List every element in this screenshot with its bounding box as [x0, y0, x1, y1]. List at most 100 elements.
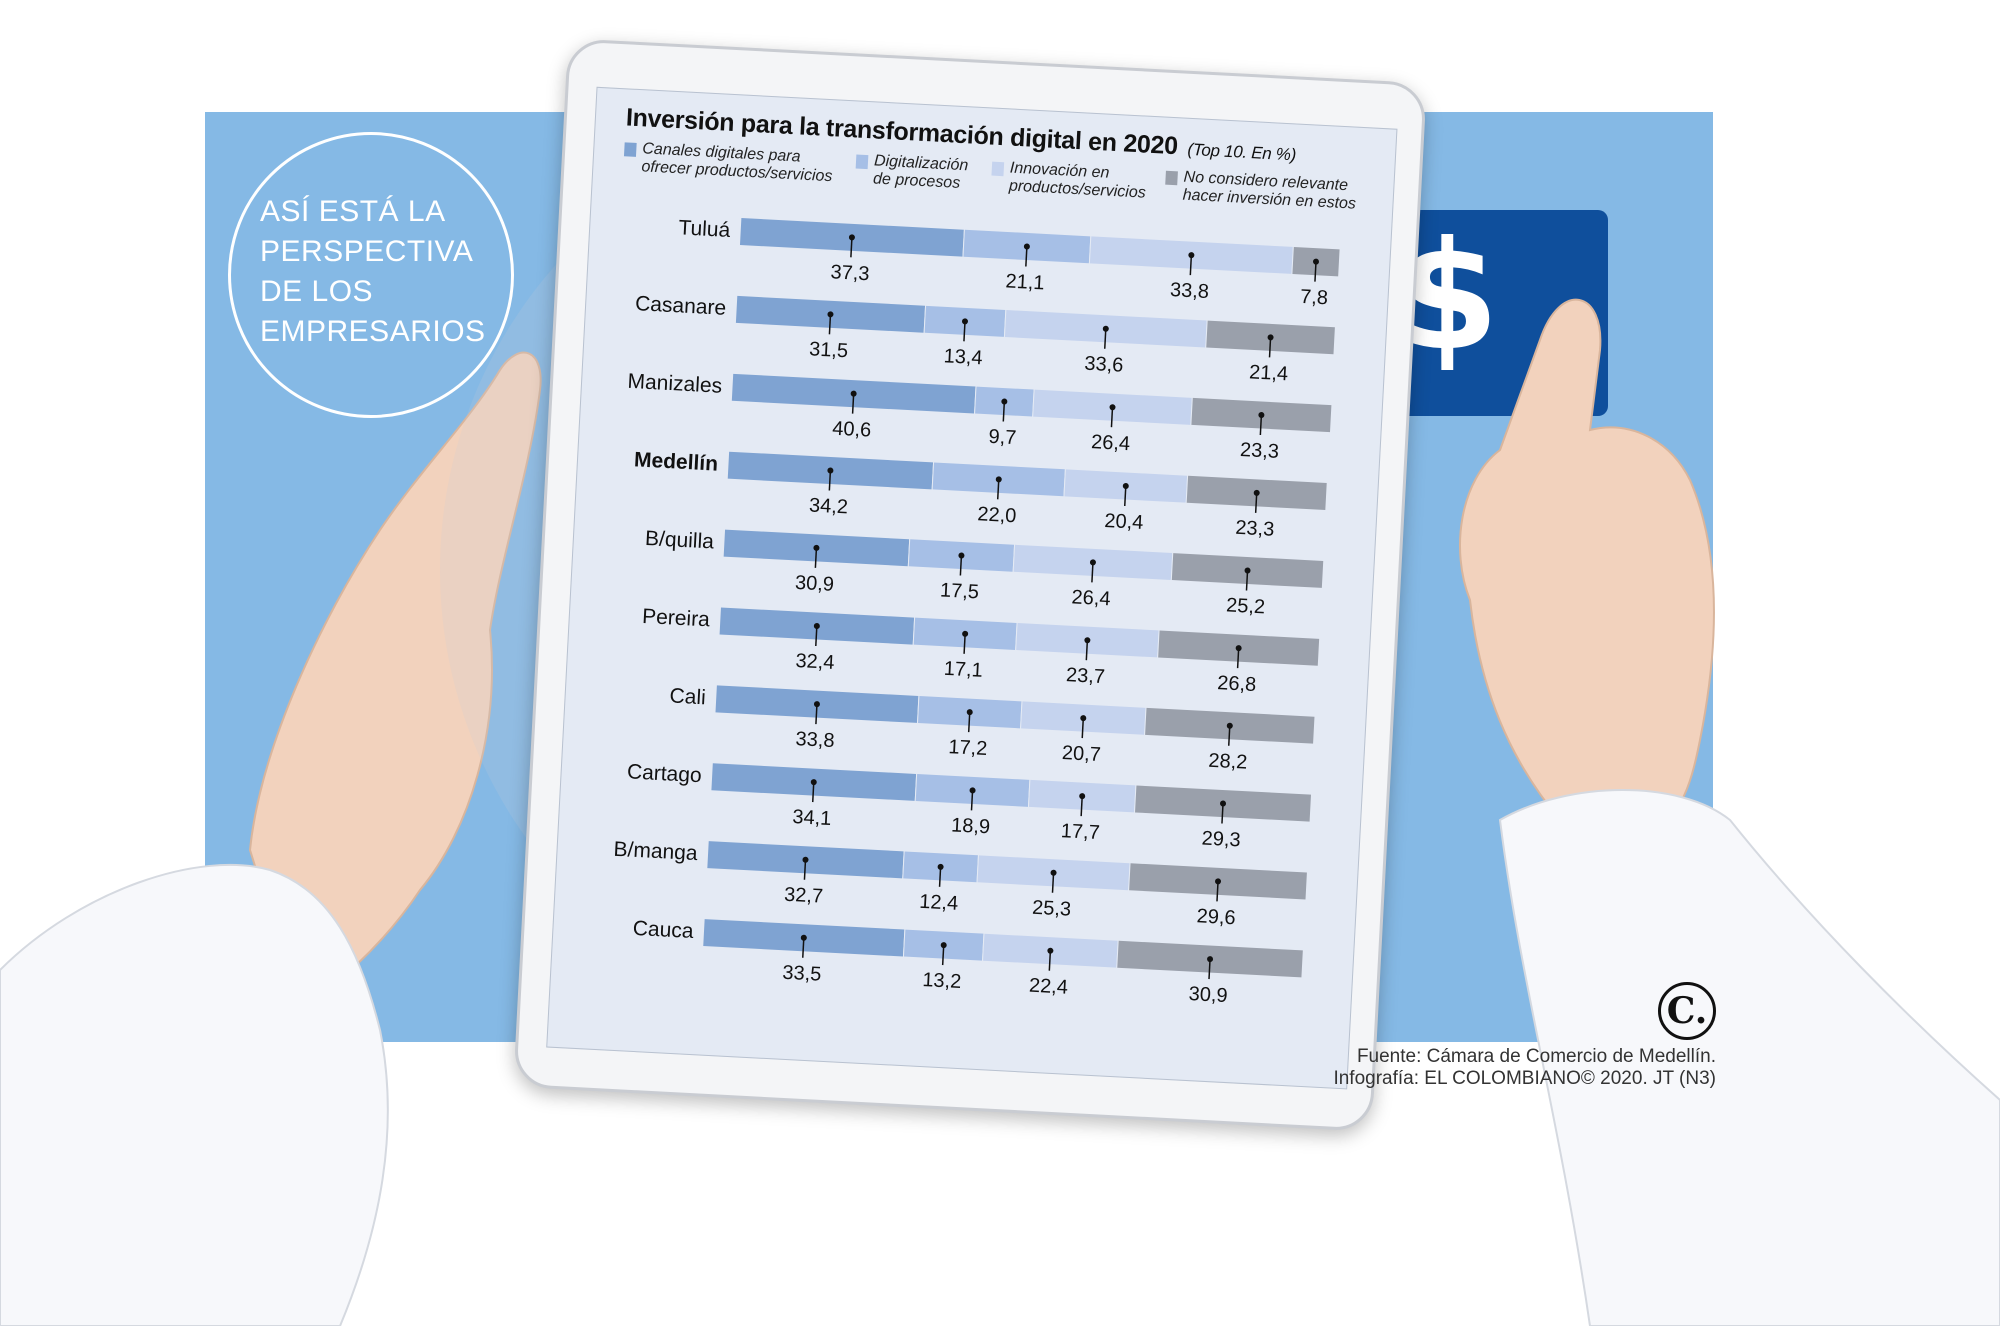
value-label: 29,3 [1201, 827, 1241, 851]
value-pointer [963, 633, 966, 654]
value-pointer-dot [827, 311, 834, 318]
value-pointer-dot [1084, 637, 1091, 644]
value-pointer [1189, 255, 1193, 276]
value-pointer [814, 547, 818, 568]
legend-swatch-canales [623, 142, 637, 157]
value-pointer [1268, 337, 1272, 358]
value-label: 33,8 [795, 728, 835, 752]
right-hand-illustration [1459, 298, 2000, 1326]
tablet-frame: Tuluá 37,3 21,1 33,8 7,8 Casanare 31,5 13,4 33,6… [513, 38, 1427, 1132]
value-pointer-dot [961, 318, 968, 325]
source-credit: Fuente: Cámara de Comercio de Medellín. … [1333, 1046, 1716, 1090]
value-pointer [851, 393, 855, 414]
value-label: 32,7 [784, 884, 824, 908]
value-pointer [959, 555, 963, 576]
badge-line: EMPRESARIOS [260, 315, 486, 348]
value-pointer-dot [1244, 567, 1251, 574]
value-label: 18,9 [951, 814, 991, 838]
value-label: 33,8 [1169, 279, 1209, 303]
value-pointer-dot [940, 942, 947, 949]
value-pointer [811, 782, 815, 803]
value-pointer-dot [1312, 258, 1319, 265]
value-pointer-dot [966, 709, 973, 716]
value-pointer [1123, 485, 1127, 507]
badge-line: PERSPECTIVA [260, 235, 474, 268]
value-pointer [1314, 261, 1317, 282]
value-pointer [941, 945, 945, 966]
value-label: 7,8 [1300, 286, 1329, 309]
value-pointer-dot [813, 701, 820, 708]
value-pointer-dot [1109, 404, 1116, 411]
value-label: 33,6 [1084, 353, 1124, 377]
category-label: Casanare [635, 292, 727, 320]
value-pointer [1259, 414, 1263, 436]
value-pointer-dot [850, 390, 857, 397]
value-label: 31,5 [809, 338, 849, 362]
value-pointer-dot [962, 630, 969, 637]
value-label: 20,7 [1061, 742, 1101, 766]
value-label: 20,4 [1104, 510, 1144, 534]
value-pointer [850, 237, 853, 258]
legend-swatch-no-relevante [1165, 170, 1178, 186]
legend-label-digitalizacion: Digitalización de procesos [872, 152, 969, 192]
left-hand-illustration [0, 351, 542, 1326]
value-label: 22,4 [1028, 975, 1068, 999]
value-pointer-dot [813, 623, 820, 630]
value-label: 28,2 [1208, 750, 1248, 774]
value-pointer-dot [1267, 334, 1274, 341]
value-pointer-dot [995, 476, 1002, 483]
value-label: 25,3 [1032, 897, 1072, 921]
value-pointer-dot [1235, 645, 1242, 652]
value-pointer [1080, 796, 1083, 817]
value-pointer-dot [1001, 398, 1008, 405]
value-pointer-dot [1050, 869, 1057, 876]
legend-swatch-innovacion [991, 161, 1005, 177]
value-pointer [1245, 570, 1249, 591]
value-pointer-dot [827, 467, 834, 474]
value-pointer [1110, 407, 1114, 428]
credit-line: Infografía: EL COLOMBIANO© 2020. JT (N3) [1333, 1068, 1716, 1089]
perspective-badge-text: ASÍ ESTÁ LA PERSPECTIVA DE LOS EMPRESARI… [260, 192, 520, 352]
value-pointer [1091, 562, 1094, 583]
category-label: B/quilla [644, 527, 714, 554]
value-label: 23,3 [1235, 517, 1275, 541]
value-label: 26,4 [1071, 586, 1111, 610]
value-label: 9,7 [988, 426, 1017, 449]
value-pointer-dot [1207, 956, 1214, 963]
value-label: 25,2 [1226, 594, 1266, 618]
value-label: 37,3 [830, 261, 870, 285]
value-label: 21,1 [1005, 270, 1045, 294]
value-pointer [815, 704, 818, 725]
value-pointer-dot [1102, 325, 1109, 332]
value-pointer [828, 314, 832, 335]
value-pointer [802, 937, 805, 958]
value-pointer-dot [813, 544, 820, 551]
category-label: B/manga [613, 838, 698, 865]
value-pointer [803, 859, 807, 880]
value-pointer-dot [1122, 483, 1129, 490]
value-label: 26,8 [1217, 672, 1257, 696]
value-pointer-dot [848, 234, 855, 241]
value-label: 17,5 [940, 579, 980, 603]
category-label: Manizales [627, 370, 723, 398]
value-pointer [1221, 803, 1224, 824]
value-pointer-dot [810, 779, 817, 786]
value-pointer [1051, 872, 1055, 893]
value-pointer [1048, 950, 1052, 971]
value-pointer-dot [802, 856, 809, 863]
chart-subtitle: (Top 10. En %) [1187, 139, 1297, 165]
value-pointer-dot [1188, 252, 1195, 259]
value-pointer [963, 321, 966, 342]
value-label: 34,2 [808, 494, 848, 518]
value-pointer [970, 790, 974, 811]
value-label: 12,4 [919, 891, 959, 915]
value-pointer [938, 866, 942, 887]
value-pointer-dot [958, 552, 965, 559]
el-colombiano-logo: C. [1658, 982, 1716, 1040]
value-pointer [1236, 648, 1240, 669]
value-pointer [1002, 401, 1006, 422]
value-pointer-dot [1080, 715, 1087, 722]
value-label: 30,9 [1188, 983, 1228, 1007]
value-pointer-dot [1047, 947, 1054, 954]
category-label: Pereira [642, 605, 711, 632]
